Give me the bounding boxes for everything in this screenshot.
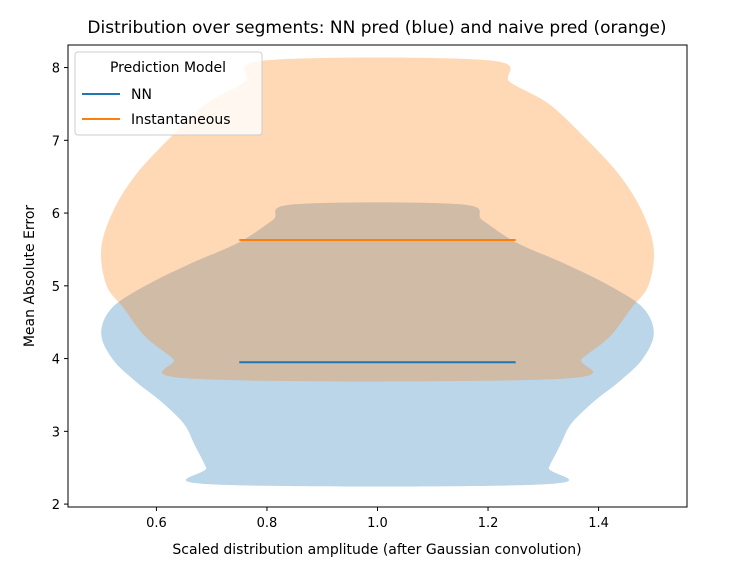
- legend-entries: NN Instantaneous: [82, 87, 231, 128]
- y-tick-label: 5: [52, 280, 60, 295]
- legend-box: [74, 51, 263, 136]
- x-tick-label: 1.4: [588, 516, 609, 531]
- x-tick-label: 1.0: [367, 516, 388, 531]
- legend-title: Prediction Model: [110, 60, 226, 76]
- y-tick-label: 2: [52, 498, 60, 513]
- legend-label-nn: NN: [131, 87, 152, 103]
- violin-instantaneous: [100, 57, 655, 382]
- y-tick-label: 7: [52, 134, 60, 149]
- legend: Prediction Model NN Instantaneous: [74, 51, 263, 136]
- x-axis: 0.6 0.8 1.0 1.2 1.4: [146, 507, 609, 531]
- y-tick-label: 4: [52, 353, 60, 368]
- x-tick-label: 0.6: [146, 516, 167, 531]
- y-tick-label: 3: [52, 425, 60, 440]
- y-axis-label: Mean Absolute Error: [22, 205, 38, 348]
- x-tick-label: 1.2: [478, 516, 499, 531]
- x-tick-label: 0.8: [257, 516, 278, 531]
- violin-nn: [101, 202, 654, 487]
- y-tick-label: 8: [52, 62, 60, 77]
- violins-layer: [100, 57, 655, 487]
- x-axis-label: Scaled distribution amplitude (after Gau…: [172, 542, 581, 558]
- y-tick-label: 6: [52, 207, 60, 222]
- legend-label-instantaneous: Instantaneous: [131, 112, 231, 128]
- chart-title: Distribution over segments: NN pred (blu…: [87, 18, 666, 38]
- median-lines-layer: [239, 238, 516, 364]
- y-axis: 2 3 4 5 6 7 8: [52, 62, 68, 513]
